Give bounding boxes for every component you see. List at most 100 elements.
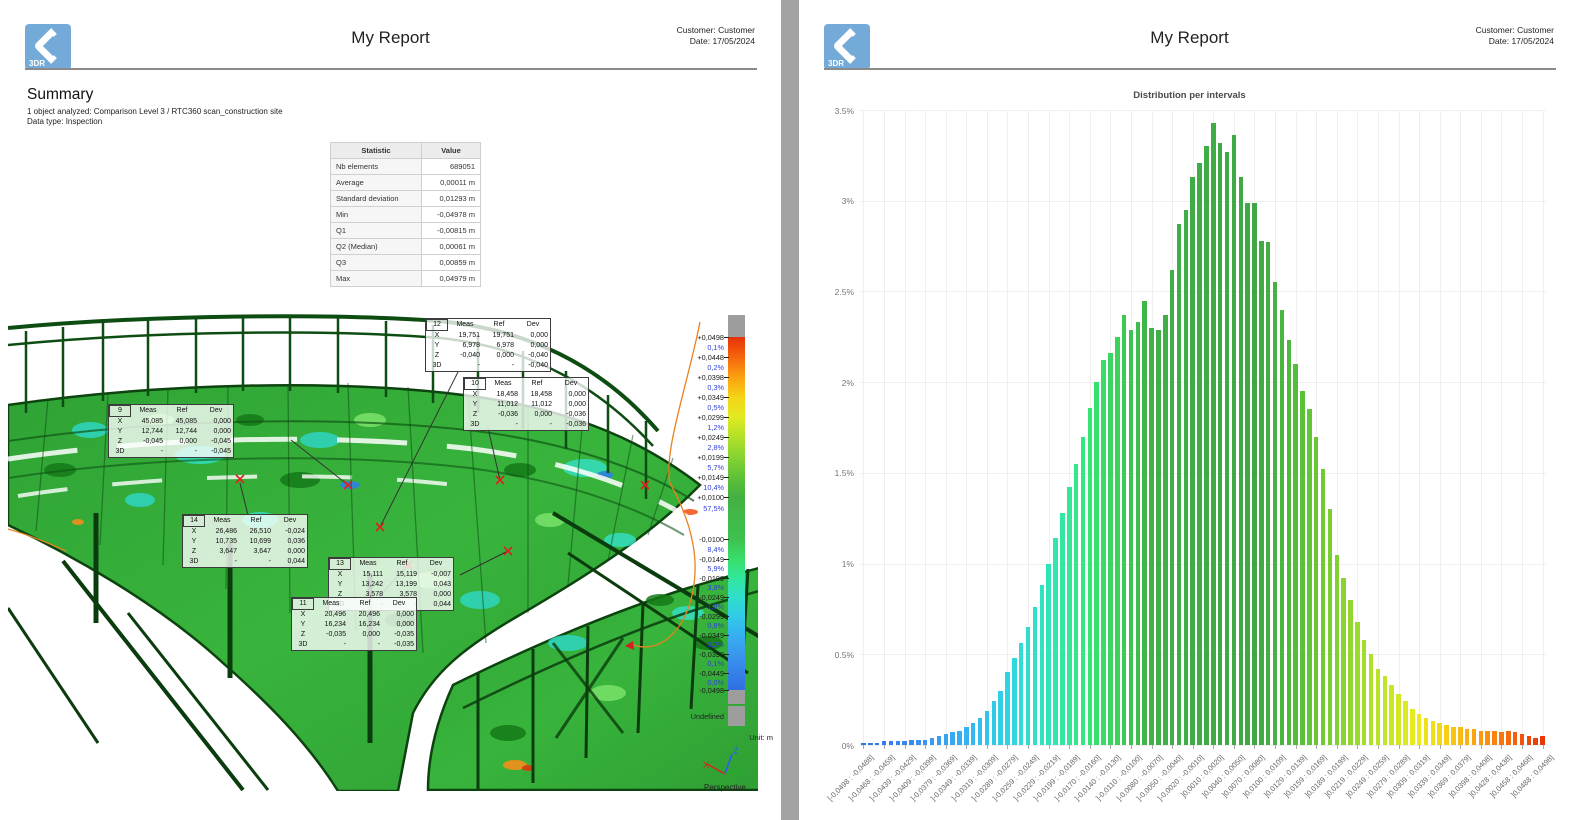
x-axis-tick <box>1048 745 1050 749</box>
callout-value: 13,242 <box>361 581 383 588</box>
callout-value: 12,744 <box>175 428 197 435</box>
scale-percentage-label: 0,8% <box>707 621 724 630</box>
orientation-axes-icon: X Z <box>703 746 744 775</box>
scale-percentage-label: 0,1% <box>707 659 724 668</box>
histogram-bar <box>977 717 983 745</box>
stat-value: 0,00061 m <box>421 238 481 255</box>
scale-value-label: -0,0449 <box>699 669 724 678</box>
gridline-vertical <box>1007 110 1009 745</box>
callout-value: -0,007 <box>431 570 451 578</box>
stats-header-value: Value <box>421 142 481 159</box>
gridline-vertical <box>966 110 968 745</box>
histogram-bar <box>1032 607 1038 745</box>
back-button-logo[interactable]: 3DR <box>824 24 870 70</box>
x-axis-tick <box>1480 745 1482 749</box>
callout-axis: 3D <box>115 448 125 455</box>
scale-percentage-label: 1,9% <box>707 602 724 611</box>
scale-tick <box>724 616 729 617</box>
stat-name: Nb elements <box>330 158 422 175</box>
callout-axis: 3D <box>432 362 442 369</box>
callout-axis: 3D <box>189 558 199 565</box>
histogram-bar <box>1540 735 1545 745</box>
callout-value: 16,234 <box>358 621 380 628</box>
scale-percentage-label: 57,5% <box>703 504 724 513</box>
histogram-bar <box>1005 672 1010 745</box>
report-meta: Customer: Customer Date: 17/05/2024 <box>677 25 755 47</box>
callout-id: 9 <box>109 405 131 417</box>
customer-line: Customer: Customer <box>676 25 755 35</box>
callout-value: 11,012 <box>497 401 518 408</box>
histogram-bar <box>1416 714 1422 745</box>
callout-axis: X <box>434 332 440 339</box>
scale-tick <box>724 417 729 418</box>
callout-value: - <box>511 362 514 369</box>
scale-value-label: -0,0299 <box>699 612 724 621</box>
histogram-bar <box>1519 734 1525 745</box>
callout-axis: X <box>337 571 343 578</box>
stat-name: Q3 <box>330 254 422 271</box>
x-axis-tick <box>904 745 906 749</box>
histogram-bar <box>1506 730 1511 745</box>
callout-value: 18,458 <box>496 390 518 398</box>
callout-id: 11 <box>292 598 314 610</box>
x-axis-tick <box>1398 745 1400 749</box>
callout-value: -0,024 <box>285 527 305 535</box>
stat-value: 689051 <box>421 158 481 175</box>
scale-value-label: +0,0299 <box>697 413 724 422</box>
histogram-bar <box>1320 469 1326 745</box>
scale-value-label: -0,0249 <box>699 593 724 602</box>
histogram-bar <box>1094 382 1099 745</box>
scale-tick <box>724 437 729 438</box>
undefined-label: Undefined <box>690 712 724 721</box>
callout-value: 26,486 <box>215 527 237 535</box>
histogram-bar <box>1361 639 1367 745</box>
x-axis-tick <box>1501 745 1503 749</box>
x-axis-tick <box>1130 745 1132 749</box>
projection-mode-label: Perspective <box>704 783 746 792</box>
stat-value: 0,04979 m <box>421 270 481 287</box>
callout-column-header: Ref <box>250 517 262 524</box>
x-axis-tick <box>1069 745 1071 749</box>
histogram-bar <box>1341 578 1346 745</box>
scale-value-label: +0,0448 <box>697 353 724 362</box>
scale-value-label: +0,0349 <box>697 393 724 402</box>
histogram-bar <box>1204 146 1209 745</box>
gridline-vertical <box>1501 110 1503 745</box>
scale-value-label: -0,0149 <box>699 555 724 564</box>
stat-value: 0,00859 m <box>421 254 481 271</box>
scale-tick <box>724 397 729 398</box>
callout-axis: Y <box>117 428 123 435</box>
date-line: Date: 17/05/2024 <box>1488 36 1554 47</box>
histogram-bar <box>1211 122 1216 745</box>
callout-value: 0,044 <box>287 558 305 565</box>
scale-value-label: +0,0149 <box>697 473 724 482</box>
scale-percentage-label: 0,0% <box>707 678 724 687</box>
histogram-bar <box>1423 717 1429 745</box>
callout-id: 12 <box>426 319 448 331</box>
callout-column-header: Dev <box>283 517 297 524</box>
callout-value: 0,000 <box>287 548 305 555</box>
scale-gradient-bar <box>728 337 745 690</box>
scale-tick <box>724 690 729 691</box>
histogram-bar <box>1149 327 1154 745</box>
x-axis-tick <box>1172 745 1174 749</box>
histogram-bar <box>1183 209 1189 745</box>
scale-tick <box>724 457 729 458</box>
back-button-logo[interactable]: 3DR <box>25 24 71 70</box>
scale-tick <box>724 635 729 636</box>
histogram-bar <box>1018 643 1024 745</box>
histogram-bar <box>1053 538 1058 745</box>
histogram-bar <box>1101 360 1106 745</box>
callout-column-header: Meas <box>494 380 512 387</box>
callout-value: -0,045 <box>143 438 163 445</box>
callout-value: 0,000 <box>362 631 380 638</box>
histogram-bar <box>1293 364 1298 745</box>
measurement-callout: 9 Meas Ref Dev X 45,085 45,085 0,000 Y 12,744 12,7… <box>108 404 234 458</box>
histogram-bar <box>1485 730 1490 745</box>
histogram-bar <box>929 737 935 745</box>
histogram-bar <box>1430 721 1436 745</box>
measurement-callout: 14 Meas Ref Dev X 26,486 26,510 -0,024 Y 10,735 10… <box>182 514 308 568</box>
stats-row: Standard deviation 0,01293 m <box>330 190 481 207</box>
histogram-bar <box>1437 723 1442 745</box>
callout-column-header: Ref <box>531 380 543 387</box>
